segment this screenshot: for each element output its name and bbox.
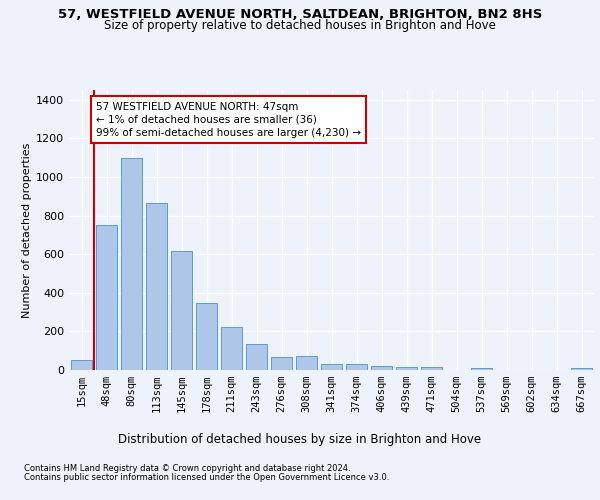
- Bar: [96, 225, 117, 370]
- Bar: [196, 304, 217, 370]
- Text: Distribution of detached houses by size in Brighton and Hove: Distribution of detached houses by size …: [118, 432, 482, 446]
- Bar: [296, 356, 317, 370]
- Bar: [396, 367, 417, 370]
- Bar: [371, 366, 392, 370]
- Text: Contains public sector information licensed under the Open Government Licence v3: Contains public sector information licen…: [24, 474, 389, 482]
- Bar: [71, 360, 92, 370]
- Bar: [271, 358, 292, 370]
- Bar: [121, 158, 142, 370]
- Bar: [321, 364, 342, 370]
- Bar: [146, 203, 167, 370]
- Bar: [346, 364, 367, 370]
- Bar: [471, 368, 492, 370]
- Text: Size of property relative to detached houses in Brighton and Hove: Size of property relative to detached ho…: [104, 18, 496, 32]
- Y-axis label: Number of detached properties: Number of detached properties: [22, 142, 32, 318]
- Bar: [246, 344, 267, 370]
- Text: 57, WESTFIELD AVENUE NORTH, SALTDEAN, BRIGHTON, BN2 8HS: 57, WESTFIELD AVENUE NORTH, SALTDEAN, BR…: [58, 8, 542, 20]
- Text: 57 WESTFIELD AVENUE NORTH: 47sqm
← 1% of detached houses are smaller (36)
99% of: 57 WESTFIELD AVENUE NORTH: 47sqm ← 1% of…: [96, 102, 361, 138]
- Bar: [421, 367, 442, 370]
- Bar: [221, 326, 242, 370]
- Text: Contains HM Land Registry data © Crown copyright and database right 2024.: Contains HM Land Registry data © Crown c…: [24, 464, 350, 473]
- Bar: [571, 368, 592, 370]
- Bar: [171, 251, 192, 370]
